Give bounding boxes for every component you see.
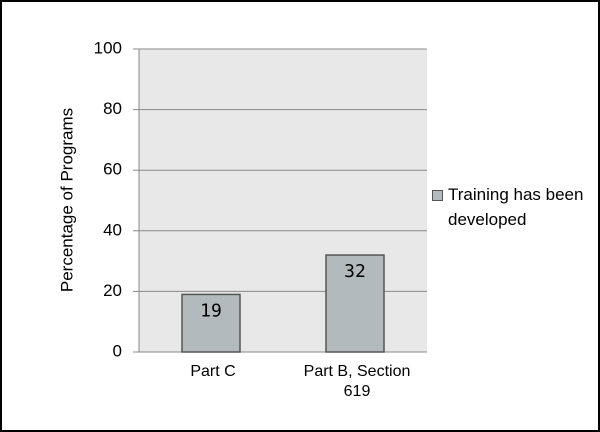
x-tick-label: Part B, Section 619 [303, 363, 411, 400]
y-tick-label: 80 [103, 99, 122, 118]
y-tick-label: 0 [113, 341, 122, 360]
bar [325, 254, 385, 353]
legend-swatch [432, 190, 443, 201]
y-tick-label: 40 [103, 220, 122, 239]
x-tick-label: Part C [190, 363, 236, 380]
legend-label: Training has been developed [448, 185, 584, 229]
value-label: 19 [200, 300, 222, 321]
y-tick-label: 100 [94, 38, 122, 57]
y-tick-label: 20 [103, 281, 122, 300]
y-tick-label: 60 [103, 160, 122, 179]
bar [181, 293, 241, 353]
value-label: 32 [344, 261, 366, 282]
y-axis-label: Percentage of Programs [57, 108, 76, 292]
